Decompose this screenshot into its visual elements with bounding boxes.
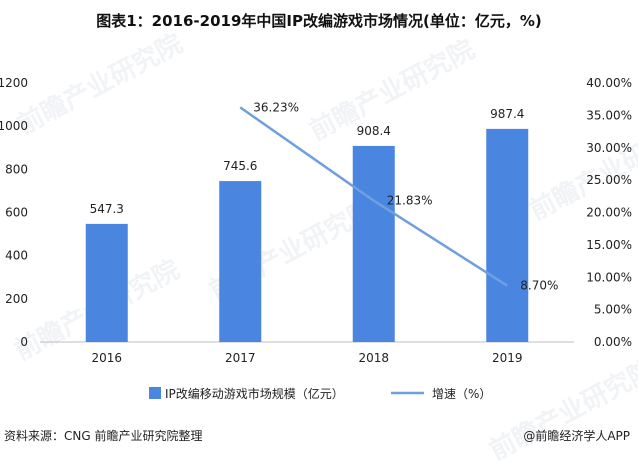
growth-data-label: 21.83% (387, 194, 433, 208)
y-right-tick-label: 40.00% (586, 76, 632, 90)
x-tick-label: 2016 (91, 351, 122, 365)
y-right-tick-label: 20.00% (586, 206, 632, 220)
source-note: 资料来源：CNG 前瞻产业研究院整理 (4, 427, 202, 444)
y-left-tick-label: 1200 (0, 76, 28, 90)
legend-label-bar: IP改编移动游戏市场规模（亿元） (165, 386, 344, 401)
bar (486, 129, 528, 342)
y-left-tick-label: 200 (5, 292, 28, 306)
x-tick-label: 2018 (358, 351, 389, 365)
bar-data-label: 987.4 (490, 107, 524, 121)
bar (219, 181, 261, 342)
bar (86, 224, 128, 342)
y-left-tick-label: 0 (20, 335, 28, 349)
brand-credit: @前瞻经济学人APP (523, 427, 630, 444)
bar-data-label: 745.6 (223, 159, 257, 173)
y-right-tick-label: 10.00% (586, 270, 632, 284)
bar (353, 146, 395, 342)
bar-data-label: 547.3 (90, 202, 124, 216)
y-right-tick-label: 35.00% (586, 108, 632, 122)
y-left-tick-label: 1000 (0, 119, 28, 133)
growth-data-label: 8.70% (520, 279, 558, 293)
y-right-tick-label: 25.00% (586, 173, 632, 187)
growth-data-label: 36.23% (253, 100, 299, 114)
y-right-tick-label: 5.00% (594, 303, 632, 317)
y-left-tick-label: 600 (5, 206, 28, 220)
y-right-tick-label: 15.00% (586, 238, 632, 252)
y-left-tick-label: 400 (5, 249, 28, 263)
chart: 0 200 400 600 800 1000 1200 0.00% 5.00% 10.00% 15.… (0, 0, 638, 453)
x-tick-label: 2017 (225, 351, 256, 365)
y-right-tick-label: 30.00% (586, 141, 632, 155)
bar-data-label: 908.4 (357, 124, 391, 138)
y-left-tick-label: 800 (5, 162, 28, 176)
legend-swatch-bar (149, 387, 161, 399)
y-right-tick-label: 0.00% (594, 335, 632, 349)
x-tick-label: 2019 (492, 351, 523, 365)
legend-label-line: 增速（%） (432, 387, 491, 401)
